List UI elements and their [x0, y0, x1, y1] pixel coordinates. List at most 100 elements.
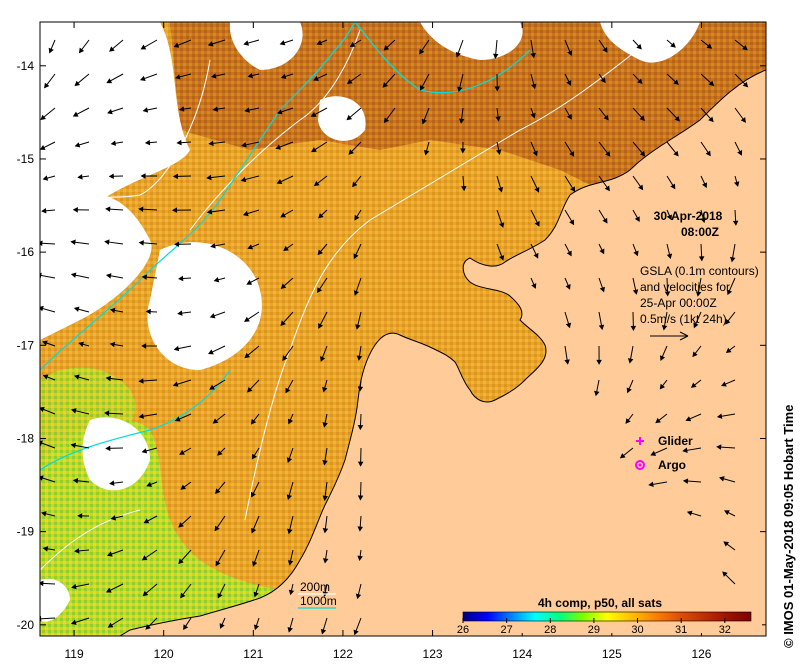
- velocity-arrowhead: [287, 560, 294, 566]
- velocity-arrowhead: [48, 47, 54, 54]
- velocity-arrowhead: [349, 41, 356, 47]
- velocity-arrowhead: [208, 140, 214, 147]
- velocity-arrowhead: [686, 510, 693, 516]
- velocity-arrowhead: [138, 378, 144, 384]
- isobath-legend: 200m 1000m: [298, 580, 337, 609]
- right-arrow-icon: [650, 331, 689, 341]
- x-tick-label: 120: [154, 647, 174, 661]
- velocity-arrowhead: [313, 180, 320, 187]
- velocity-arrowhead: [632, 289, 639, 295]
- velocity-arrowhead: [105, 375, 112, 382]
- velocity-arrowhead: [531, 283, 537, 289]
- cloud-mask: [40, 22, 700, 622]
- velocity-arrowhead: [726, 289, 733, 296]
- velocity-arrowhead: [247, 72, 254, 79]
- velocity-arrowhead: [742, 45, 748, 51]
- colorbar-tick-label: 32: [719, 624, 731, 636]
- velocity-arrowhead: [286, 457, 293, 463]
- velocity-arrowhead: [206, 209, 213, 215]
- velocity-arrowhead: [382, 82, 389, 88]
- velocity-arrowhead: [40, 406, 45, 413]
- velocity-arrowhead: [721, 381, 727, 387]
- glider-label: Glider: [658, 434, 693, 448]
- velocity-arrowhead: [244, 352, 251, 359]
- velocity-arrowhead: [287, 418, 293, 425]
- velocity-arrowhead: [244, 316, 250, 322]
- velocity-arrowhead: [316, 287, 323, 294]
- velocity-arrowhead: [287, 627, 293, 633]
- velocity-arrowhead: [210, 73, 217, 79]
- velocity-arrowhead: [722, 571, 728, 577]
- velocity-arrowhead: [107, 551, 113, 557]
- velocity-arrowhead: [732, 220, 739, 226]
- velocity-arrowhead: [246, 279, 253, 285]
- velocity-arrowhead: [70, 619, 77, 625]
- velocity-arrowhead: [142, 107, 149, 113]
- velocity-arrowhead: [533, 252, 539, 259]
- isobath-200-label: 200m: [300, 580, 330, 594]
- x-tick-label: 121: [243, 647, 263, 661]
- velocity-arrowhead: [322, 422, 328, 428]
- velocity-arrowhead: [42, 546, 49, 552]
- y-axis: -14 -15 -16 -17 -18 -19 -20: [17, 59, 766, 632]
- velocity-arrowhead: [317, 249, 323, 256]
- x-tick-label: 125: [602, 647, 622, 661]
- velocity-arrowhead: [626, 387, 632, 394]
- velocity-arrowhead: [655, 417, 661, 424]
- velocity-arrowhead: [172, 207, 178, 213]
- velocity-arrowhead: [282, 355, 288, 362]
- velocity-arrowhead: [421, 118, 427, 125]
- velocity-arrowhead: [495, 116, 501, 122]
- velocity-arrowhead: [625, 418, 631, 424]
- velocity-arrowhead: [423, 149, 430, 156]
- velocity-arrowhead: [286, 494, 292, 500]
- velocity-arrowhead: [320, 356, 326, 362]
- velocity-arrowhead: [73, 306, 80, 312]
- velocity-arrowhead: [109, 341, 116, 348]
- velocity-arrowhead: [648, 481, 654, 488]
- velocity-arrowhead: [723, 541, 730, 547]
- velocity-arrowhead: [700, 217, 706, 224]
- velocity-arrowhead: [78, 341, 84, 347]
- velocity-arrowhead: [138, 206, 144, 212]
- velocity-arrowhead: [276, 179, 283, 185]
- velocity-arrowhead: [666, 253, 673, 260]
- velocity-arrowhead: [594, 390, 600, 397]
- velocity-arrowhead: [209, 384, 215, 390]
- velocity-arrowhead: [322, 460, 328, 466]
- colorbar-tick-label: 26: [457, 624, 469, 636]
- velocity-arrowhead: [682, 478, 689, 484]
- velocity-arrowhead: [602, 47, 608, 53]
- velocity-arrowhead: [141, 448, 148, 454]
- velocity-arrowhead: [145, 624, 151, 630]
- colorbar-tick-label: 30: [631, 624, 643, 636]
- velocity-arrowhead: [172, 381, 179, 387]
- velocity-arrowhead: [40, 305, 44, 312]
- velocity-arrowhead: [72, 207, 78, 213]
- velocity-arrowhead: [40, 475, 44, 481]
- velocity-arrowhead: [693, 322, 699, 329]
- velocity-arrowhead: [664, 291, 671, 297]
- velocity-arrowhead: [253, 624, 260, 631]
- velocity-arrowhead: [40, 580, 44, 587]
- velocity-arrowhead: [682, 447, 688, 453]
- velocity-arrowhead: [106, 78, 113, 84]
- velocity-arrowhead: [639, 150, 646, 157]
- velocity-arrowhead: [708, 116, 714, 123]
- velocity-arrowhead: [354, 214, 360, 221]
- velocity-arrowhead: [244, 107, 250, 113]
- velocity-arrowhead: [178, 522, 184, 528]
- velocity-arrowhead: [107, 109, 113, 115]
- velocity-arrowhead: [639, 115, 645, 122]
- velocity-arrowhead: [310, 111, 317, 117]
- velocity-arrowhead: [353, 253, 359, 260]
- velocity-arrowhead: [178, 558, 184, 565]
- velocity-arrowhead: [145, 308, 151, 315]
- velocity-arrowhead: [253, 591, 259, 598]
- velocity-arrowhead: [215, 560, 221, 567]
- velocity-arrowhead: [210, 243, 216, 249]
- velocity-arrowhead: [737, 149, 743, 156]
- x-tick-label: 126: [691, 647, 711, 661]
- velocity-arrowhead: [633, 250, 639, 257]
- velocity-arrowhead: [673, 150, 679, 157]
